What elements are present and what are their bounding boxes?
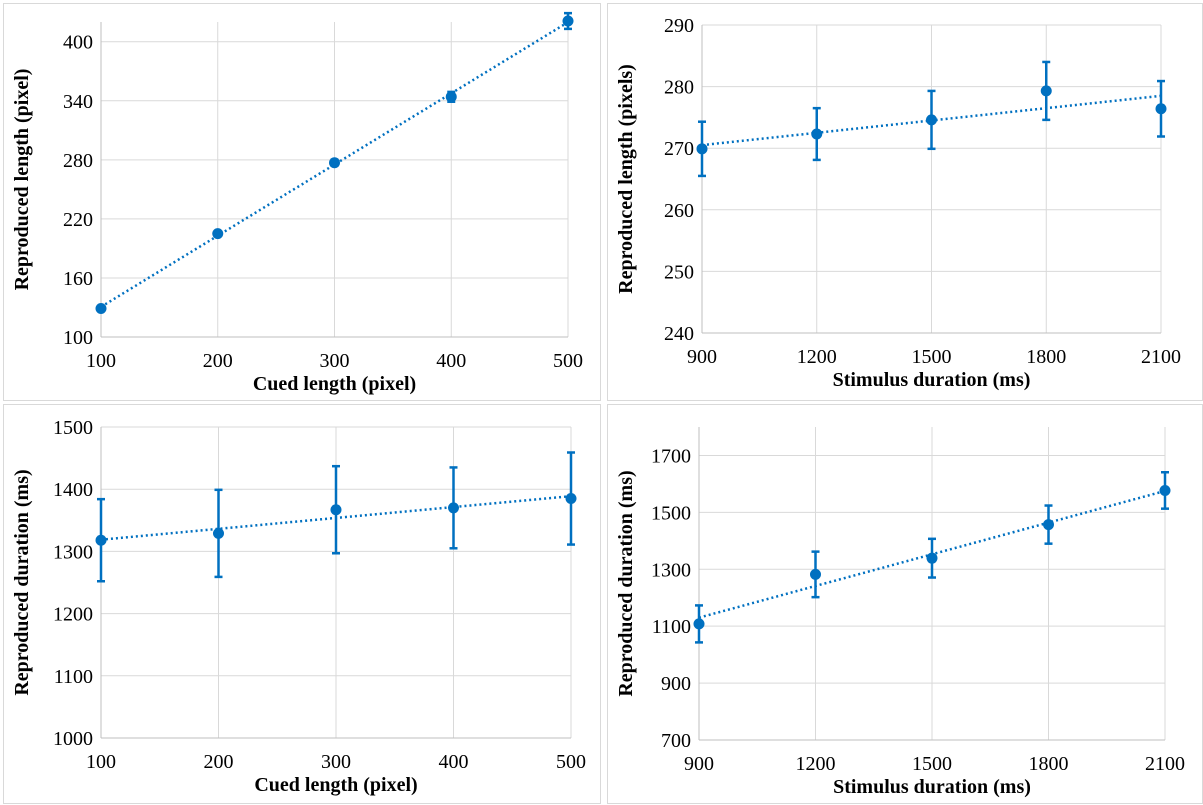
x-tick-label: 500 (553, 350, 583, 372)
y-tick-label: 160 (63, 268, 93, 290)
data-point (811, 128, 823, 140)
data-point (329, 157, 340, 169)
chart-svg: 1000 1100 1200 1300 1400 1500 100 200 300 400 500 C… (11, 417, 586, 796)
y-tick-label: 270 (664, 138, 694, 160)
x-tick-label: 1200 (797, 346, 837, 368)
chart-panel-bottom-left: 1000 1100 1200 1300 1400 1500 100 200 300 400 500 C… (3, 404, 601, 804)
data-point (810, 568, 821, 580)
y-axis-label: Reproduced length (pixels) (615, 64, 637, 294)
x-tick-label: 500 (556, 751, 586, 773)
y-tick-label: 340 (63, 91, 93, 113)
x-axis-label: Stimulus duration (ms) (833, 369, 1031, 391)
data-point (926, 552, 938, 564)
chart-panel-top-left: 100 160 220 280 340 400 100 200 300 400 500 Cued le… (3, 3, 601, 401)
y-tick-label: 100 (63, 327, 93, 349)
y-tick-label: 1500 (651, 502, 691, 524)
x-tick-label: 300 (321, 751, 351, 773)
data-point (95, 302, 107, 314)
y-tick-label: 1200 (53, 604, 93, 626)
chart-panel-top-right: 240 250 260 270 280 290 900 1200 1500 1800 2100 Sti… (607, 3, 1203, 401)
y-tick-label: 1100 (54, 666, 93, 688)
y-tick-label: 250 (664, 261, 694, 283)
data-point (565, 493, 577, 505)
y-tick-label: 280 (63, 150, 93, 172)
y-tick-label: 400 (63, 32, 93, 54)
y-tick-label: 280 (664, 77, 694, 99)
y-axis-label: Reproduced duration (ms) (615, 470, 637, 696)
x-tick-label: 100 (86, 350, 116, 372)
y-axis-label: Reproduced duration (ms) (11, 469, 33, 695)
y-tick-label: 700 (661, 730, 691, 752)
x-tick-label: 300 (320, 350, 350, 372)
y-tick-label: 1400 (53, 479, 93, 501)
x-tick-label: 1500 (912, 346, 952, 368)
data-point (213, 527, 224, 539)
y-tick-label: 1100 (652, 616, 691, 638)
data-point (1040, 85, 1052, 97)
y-tick-label: 1300 (53, 541, 93, 563)
x-tick-label: 1500 (912, 753, 952, 775)
chart-svg: 240 250 260 270 280 290 900 1200 1500 1800 2100 Sti… (615, 15, 1181, 391)
y-tick-label: 220 (63, 209, 93, 231)
x-axis-label: Cued length (pixel) (253, 373, 416, 395)
data-point (1043, 519, 1054, 531)
x-tick-label: 400 (439, 751, 469, 773)
y-tick-label: 1000 (53, 728, 93, 750)
x-tick-label: 900 (687, 346, 717, 368)
data-point (1159, 484, 1171, 496)
data-point (448, 502, 459, 514)
y-tick-label: 290 (664, 15, 694, 37)
y-tick-label: 900 (661, 673, 691, 695)
data-point (445, 91, 457, 103)
data-point (212, 228, 224, 240)
x-tick-label: 1800 (1026, 346, 1066, 368)
x-tick-label: 2100 (1145, 753, 1185, 775)
y-tick-label: 240 (664, 323, 694, 345)
x-tick-label: 1200 (796, 753, 836, 775)
data-point (330, 504, 342, 516)
data-point (1155, 103, 1167, 115)
x-tick-label: 900 (684, 753, 714, 775)
y-axis-label: Reproduced length (pixel) (11, 69, 33, 291)
x-tick-label: 200 (203, 350, 233, 372)
chart-panel-bottom-right: 700 900 1100 1300 1500 1700 900 1200 1500 1800 210… (607, 404, 1203, 804)
data-point (696, 143, 708, 155)
y-tick-label: 260 (664, 200, 694, 222)
data-point (693, 618, 705, 630)
y-tick-label: 1300 (651, 559, 691, 581)
x-tick-label: 1800 (1029, 753, 1069, 775)
y-tick-label: 1500 (53, 417, 93, 439)
x-tick-label: 400 (436, 350, 466, 372)
y-tick-label: 1700 (651, 445, 691, 467)
x-tick-label: 100 (86, 751, 116, 773)
x-tick-label: 2100 (1141, 346, 1181, 368)
trendline (100, 21, 569, 308)
data-point (95, 534, 107, 546)
x-axis-label: Cued length (pixel) (254, 774, 417, 796)
x-tick-label: 200 (204, 751, 234, 773)
data-point (562, 15, 574, 27)
data-point (926, 114, 937, 126)
x-axis-label: Stimulus duration (ms) (833, 776, 1031, 798)
chart-svg: 100 160 220 280 340 400 100 200 300 400 500 Cued le… (11, 11, 583, 395)
